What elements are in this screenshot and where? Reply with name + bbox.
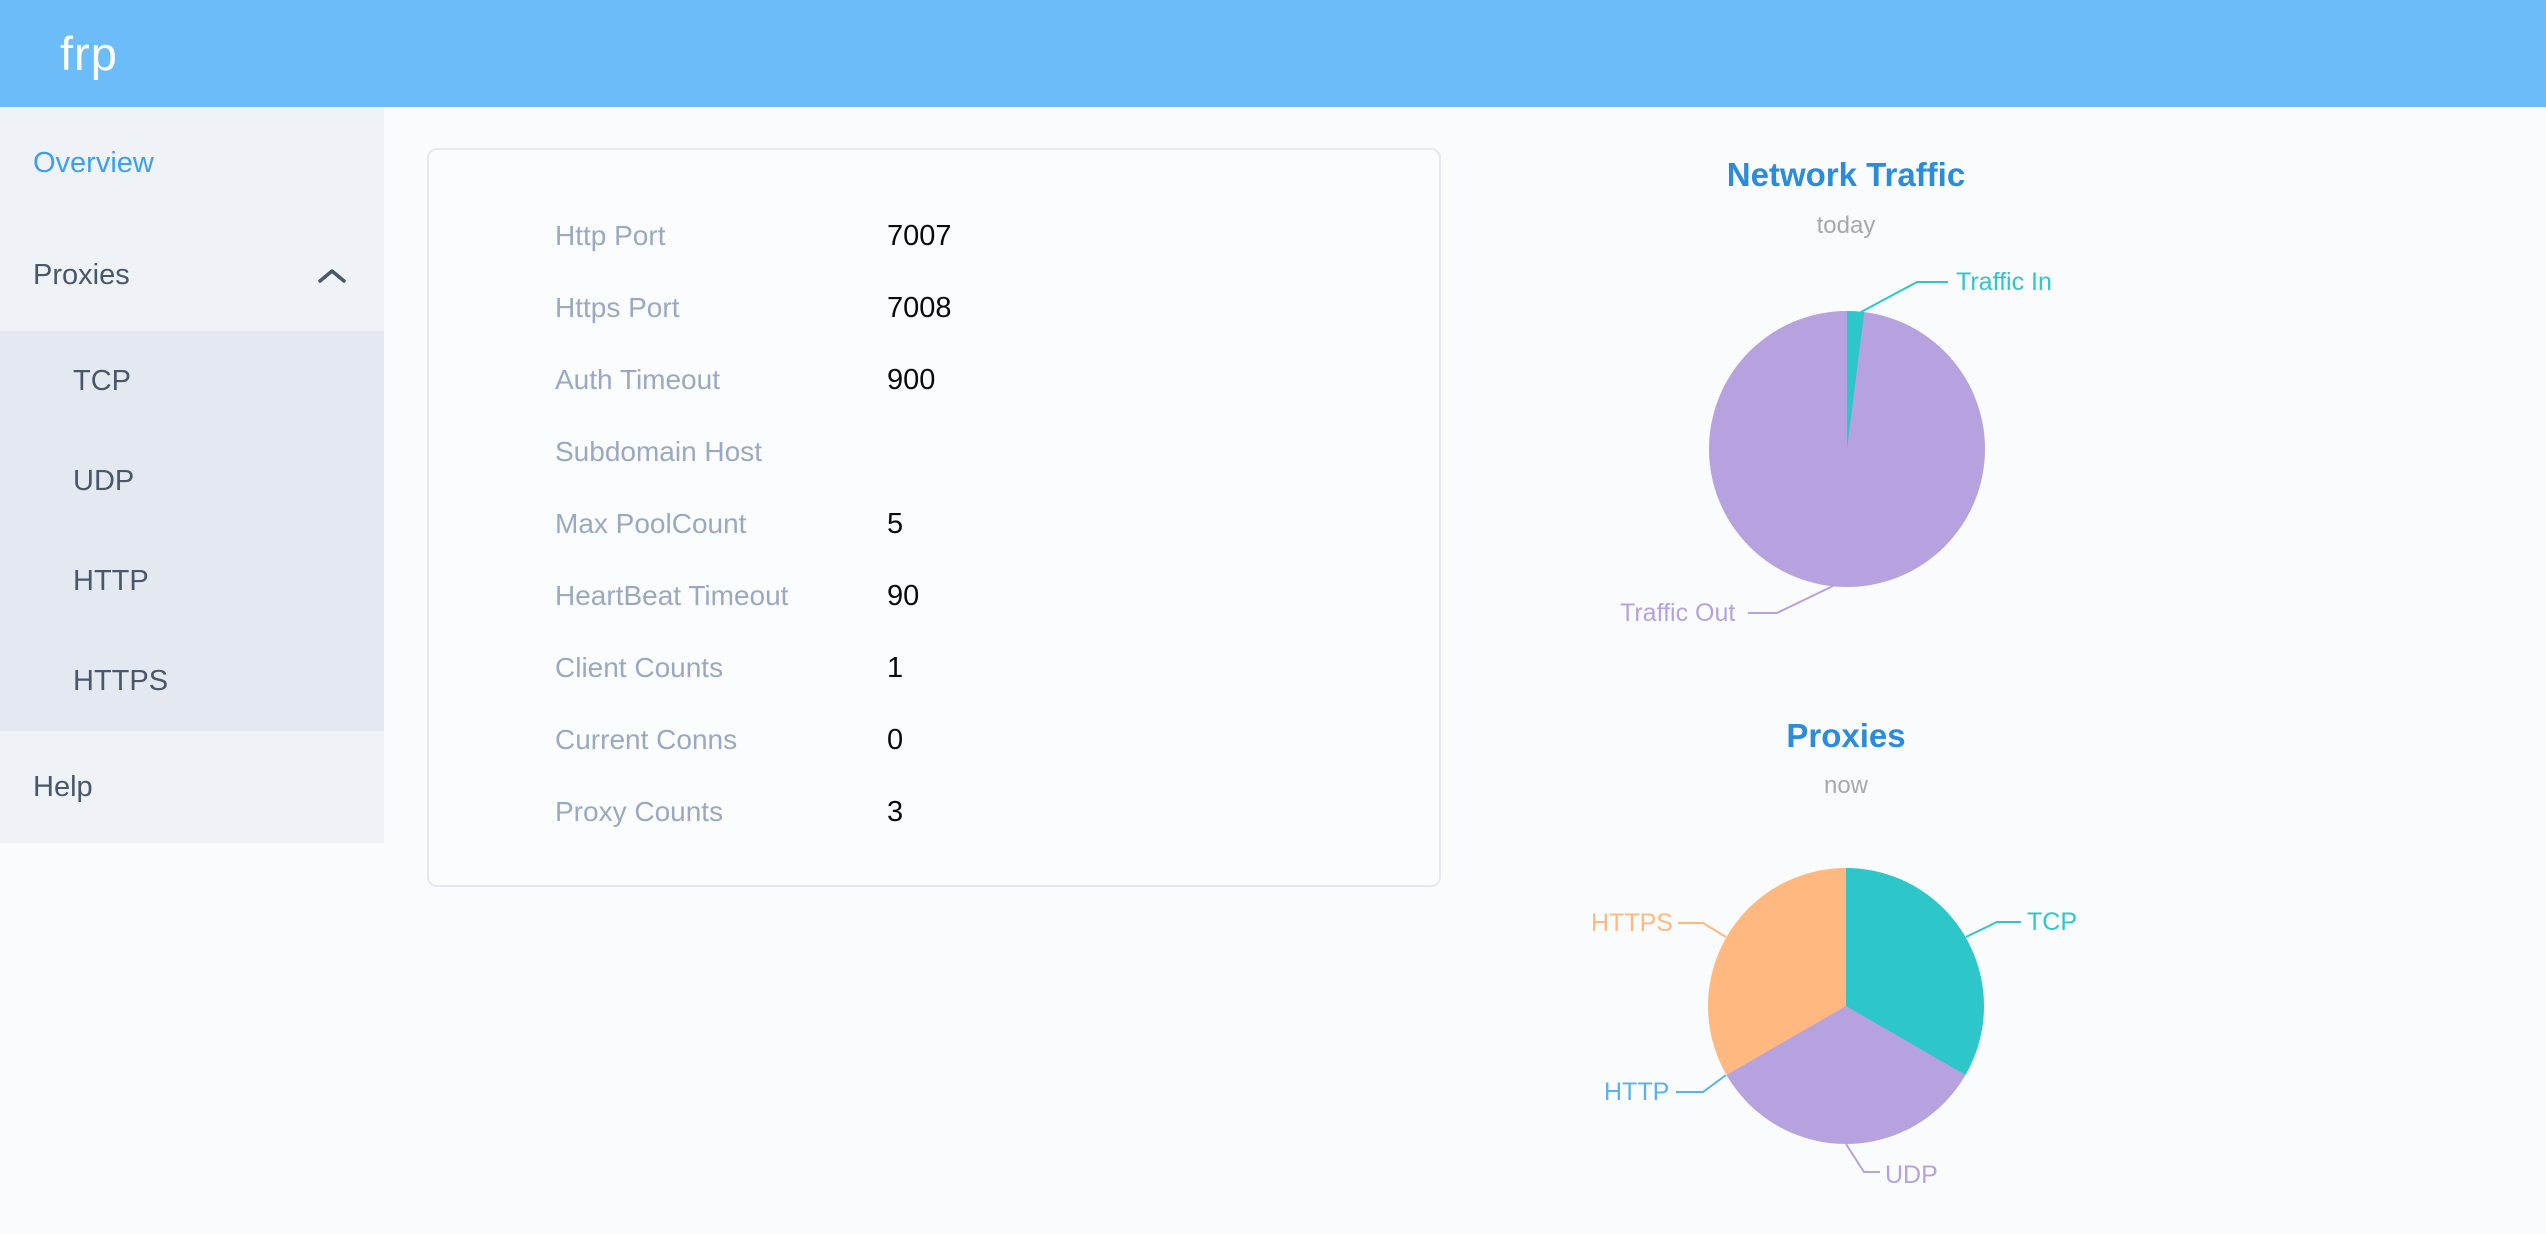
sidebar-item-http[interactable]: HTTP <box>0 531 384 631</box>
table-row: Http Port 7007 <box>429 200 1439 272</box>
traffic-in-label-line <box>1860 281 1948 313</box>
proxies-chart-subtitle: now <box>1823 772 1869 799</box>
row-label: Auth Timeout <box>555 364 720 395</box>
sidebar-item-https[interactable]: HTTPS <box>0 631 384 731</box>
traffic-out-label-line <box>1748 585 1834 614</box>
slice-label-traffic-in: Traffic In <box>1956 268 2052 296</box>
row-value: 900 <box>887 363 936 396</box>
row-label: Client Counts <box>555 652 724 683</box>
https-label-line <box>1678 922 1727 938</box>
slice-label-traffic-out: Traffic Out <box>1620 599 1736 627</box>
proxies-chart-title: Proxies <box>1786 717 1906 754</box>
udp-label-line <box>1845 1143 1880 1173</box>
slice-label-https: HTTPS <box>1591 909 1673 937</box>
app-header: frp <box>0 0 2546 107</box>
sidebar-item-label: UDP <box>73 464 135 497</box>
app-logo: frp <box>60 27 118 80</box>
table-row: Client Counts 1 <box>429 632 1439 704</box>
http-label-line <box>1676 1074 1727 1093</box>
network-traffic-chart-subtitle: today <box>1816 212 1876 239</box>
sidebar-item-overview[interactable]: Overview <box>0 107 384 219</box>
table-row: HeartBeat Timeout 90 <box>429 560 1439 632</box>
network-traffic-pie <box>1709 311 1985 587</box>
sidebar-item-tcp[interactable]: TCP <box>0 331 384 431</box>
table-row: Current Conns 0 <box>429 704 1439 776</box>
table-row: Auth Timeout 900 <box>429 344 1439 416</box>
sidebar-submenu-proxies: TCP UDP HTTP HTTPS <box>0 331 384 731</box>
table-row: Proxy Counts 3 <box>429 776 1439 848</box>
sidebar-item-label: Proxies <box>33 258 130 291</box>
sidebar-item-label: TCP <box>73 364 131 397</box>
row-label: Proxy Counts <box>555 796 724 827</box>
row-label: Http Port <box>555 220 666 251</box>
proxies-pie <box>1708 868 1984 1144</box>
sidebar-item-proxies[interactable]: Proxies <box>0 219 384 331</box>
chevron-up-icon <box>317 259 347 292</box>
sidebar-item-label: HTTP <box>73 564 149 597</box>
row-value: 0 <box>887 723 904 756</box>
table-row: Https Port 7008 <box>429 272 1439 344</box>
table-row: Subdomain Host <box>429 416 1439 488</box>
server-info-card: Http Port 7007 Https Port 7008 Auth Time… <box>427 148 1441 887</box>
sidebar-item-help[interactable]: Help <box>0 731 384 843</box>
row-value: 7007 <box>887 219 952 252</box>
slice-label-tcp: TCP <box>2027 908 2077 936</box>
row-label: Current Conns <box>555 724 738 755</box>
network-traffic-chart-title: Network Traffic <box>1726 156 1966 193</box>
sidebar-item-label: Overview <box>33 146 154 179</box>
tcp-label-line <box>1965 921 2021 938</box>
sidebar-item-label: HTTPS <box>73 664 169 697</box>
row-value: 5 <box>887 507 904 540</box>
slice-label-udp: UDP <box>1885 1161 1938 1189</box>
row-value: 90 <box>887 579 920 612</box>
sidebar-item-label: Help <box>33 770 93 803</box>
slice-label-http: HTTP <box>1604 1078 1670 1106</box>
row-label: Subdomain Host <box>555 436 763 467</box>
row-value: 7008 <box>887 291 952 324</box>
table-row: Max PoolCount 5 <box>429 488 1439 560</box>
sidebar-item-udp[interactable]: UDP <box>0 431 384 531</box>
row-value: 3 <box>887 795 904 828</box>
row-label: HeartBeat Timeout <box>555 580 789 611</box>
row-value: 1 <box>887 651 904 684</box>
sidebar-menu: Overview Proxies TCP UDP HTTP HTTPS Help <box>0 107 384 843</box>
row-label: Max PoolCount <box>555 508 747 539</box>
row-label: Https Port <box>555 292 680 323</box>
